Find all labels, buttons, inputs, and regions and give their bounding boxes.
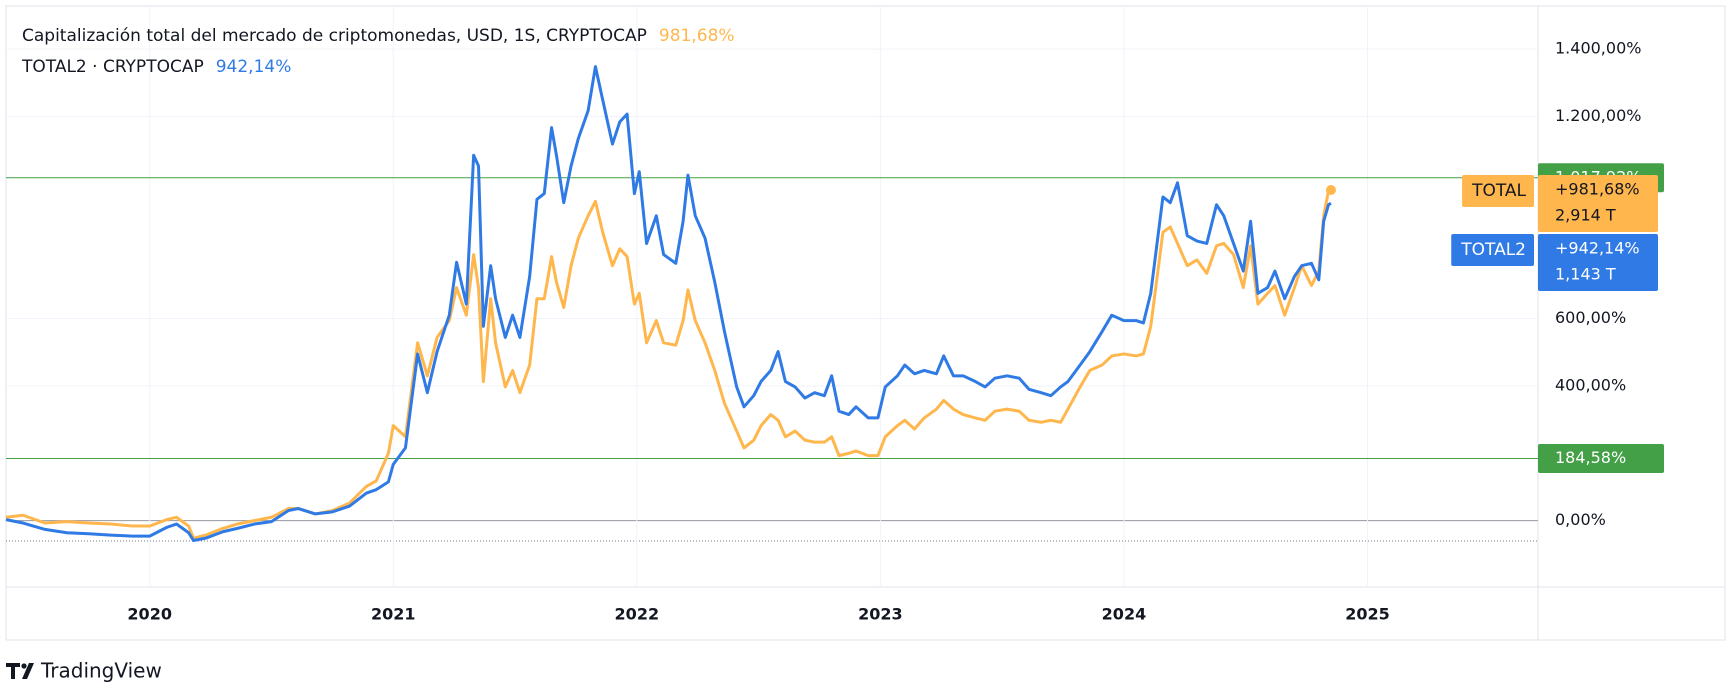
series-value-label: +942,14%	[1555, 239, 1640, 258]
x-tick-label: 2021	[371, 605, 416, 624]
legend: Capitalización total del mercado de crip…	[21, 26, 735, 77]
price-label-box	[1538, 443, 1664, 473]
x-tick-label: 2023	[858, 605, 903, 624]
series-market-cap: 2,914 T	[1555, 206, 1616, 225]
y-tick-label: 0,00%	[1555, 510, 1606, 529]
y-tick-label: 400,00%	[1555, 375, 1626, 394]
plot	[5, 65, 1336, 543]
y-tick-label: 1.200,00%	[1555, 106, 1641, 125]
series-line	[5, 65, 1332, 543]
brand-logo-dot	[21, 663, 27, 669]
y-tick-label: 1.400,00%	[1555, 39, 1641, 58]
legend-label: Capitalización total del mercado de crip…	[22, 26, 647, 46]
legend-label: TOTAL2 · CRYPTOCAP	[21, 57, 204, 77]
brand-logo	[6, 663, 34, 679]
x-tick-label: 2024	[1102, 605, 1147, 624]
series-name-box	[1451, 234, 1534, 267]
series-name-box	[1462, 175, 1534, 208]
branding: TradingView	[6, 659, 162, 683]
x-tick-label: 2022	[615, 605, 660, 624]
legend-value: 981,68%	[659, 26, 735, 46]
price-label: 184,58%	[1555, 448, 1626, 467]
series-value-box	[1538, 234, 1658, 292]
horizontal-lines	[6, 177, 1538, 459]
legend-value: 942,14%	[216, 57, 292, 77]
x-tick-label: 2025	[1345, 605, 1390, 624]
chart-frame	[5, 5, 1726, 641]
brand-name: TradingView	[40, 659, 162, 683]
series-name: TOTAL2	[1460, 240, 1526, 260]
series-value-label: +981,68%	[1555, 180, 1640, 199]
axes: 0,00% 400,00% 600,00% 1.200,00% 1.400,00% 202…	[127, 39, 1664, 624]
series-name: TOTAL	[1471, 181, 1526, 201]
series-market-cap: 1,143 T	[1555, 265, 1616, 284]
series-line	[5, 188, 1332, 540]
last-point	[1325, 185, 1336, 196]
y-tick-label: 600,00%	[1555, 308, 1626, 327]
series-value-box	[1538, 175, 1658, 233]
x-tick-label: 2020	[127, 605, 172, 624]
